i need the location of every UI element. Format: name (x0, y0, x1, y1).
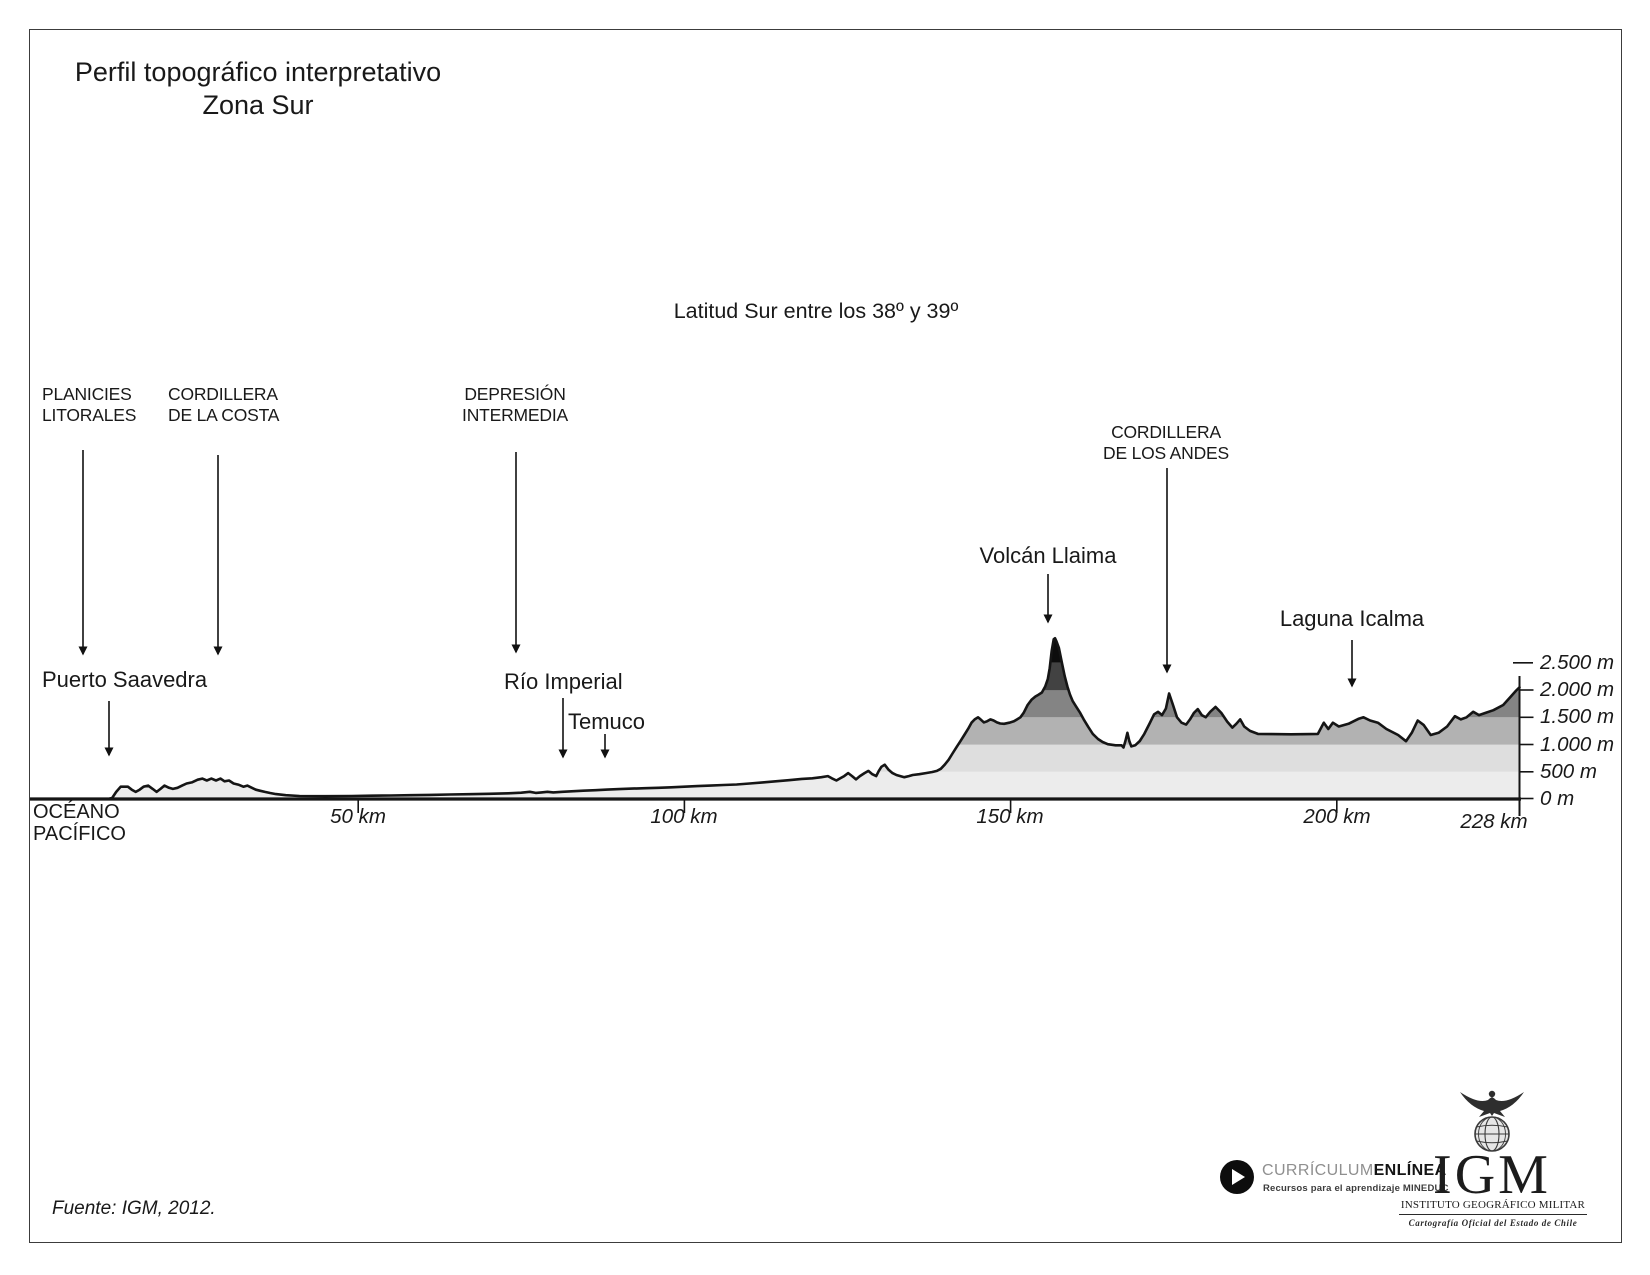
curriculum-logo-icon (1220, 1160, 1254, 1194)
x-tick-150km: 150 km (976, 805, 1044, 828)
y-tick-500m: 500 m (1540, 760, 1597, 783)
page-title-line1: Perfil topográfico interpretativo (74, 57, 442, 87)
elevation-band-1000-1500 (30, 717, 1520, 745)
x-tick-marks (357, 800, 1338, 813)
x-tick-50km: 50 km (330, 805, 386, 828)
elevation-band-2000-2500 (30, 662, 1520, 691)
label-depresion-intermedia: DEPRESIÓN INTERMEDIA (420, 384, 610, 425)
y-tick-2500m: 2.500 m (1540, 651, 1615, 674)
label-cordillera-andes: CORDILLERA DE LOS ANDES (1048, 422, 1284, 463)
play-icon (1232, 1169, 1245, 1185)
source-note: Fuente: IGM, 2012. (52, 1198, 216, 1219)
elevation-band-1500-2000 (30, 690, 1520, 718)
ocean-label-line2: PACÍFICO (33, 823, 126, 846)
label-rio-imperial: Río Imperial (504, 669, 623, 694)
terrain-profile-line (30, 636, 1521, 801)
elevation-band-2500-3000 (30, 638, 1520, 663)
y-tick-1000m: 1.000 m (1540, 733, 1615, 756)
elevation-bands (30, 638, 1520, 799)
outer-frame (29, 29, 1622, 1243)
y-tick-0m: 0 m (1540, 787, 1575, 810)
label-cordillera-costa-line1: CORDILLERA (168, 384, 278, 404)
page-title-line2: Zona Sur (202, 89, 314, 120)
label-cordillera-costa: CORDILLERA DE LA COSTA (168, 384, 279, 425)
x-tick-100km: 100 km (650, 805, 718, 828)
label-cordillera-andes-line2: DE LOS ANDES (1103, 442, 1229, 463)
label-laguna-icalma: Laguna Icalma (1279, 606, 1425, 631)
igm-acronym: IGM (1433, 1144, 1551, 1206)
label-planicies-line1: PLANICIES (42, 384, 132, 404)
ocean-label-line1: OCÉANO (33, 801, 120, 823)
label-planicies-litorales: PLANICIES LITORALES (42, 384, 136, 425)
igm-eagle-head (1488, 1090, 1496, 1098)
label-puerto-saavedra: Puerto Saavedra (42, 667, 208, 692)
label-depresion-line1: DEPRESIÓN (464, 384, 566, 404)
y-tick-marks (1513, 661, 1534, 800)
elevation-band-0-500 (30, 771, 1520, 799)
x-tick-228km: 228 km (1460, 810, 1528, 833)
curriculum-brand-regular: CURRÍCULUM (1262, 1162, 1374, 1179)
igm-tagline: Cartografía Oficial del Estado de Chile (1408, 1218, 1578, 1228)
curriculum-logo-text: CURRÍCULUMENLÍNEA (1262, 1162, 1447, 1180)
ocean-label: OCÉANO PACÍFICO (33, 801, 126, 846)
chart-subtitle: Latitud Sur entre los 38º y 39º (673, 299, 959, 323)
label-volcan-llaima: Volcán Llaima (979, 543, 1117, 568)
curriculum-tagline: Recursos para el aprendizaje MINEDUC (1263, 1183, 1449, 1194)
annotation-arrows (78, 450, 1357, 759)
label-temuco: Temuco (568, 709, 646, 734)
curriculum-brand-bold: ENLÍNEA (1373, 1162, 1447, 1179)
igm-name: INSTITUTO GEOGRÁFICO MILITAR (1399, 1199, 1587, 1215)
y-tick-2000m: 2.000 m (1540, 678, 1615, 701)
label-planicies-line2: LITORALES (42, 404, 137, 425)
x-tick-200km: 200 km (1303, 805, 1371, 828)
y-tick-1500m: 1.500 m (1540, 705, 1615, 728)
igm-emblem (1460, 1090, 1524, 1152)
label-cordillera-costa-line2: DE LA COSTA (168, 404, 280, 425)
label-depresion-line2: INTERMEDIA (462, 404, 568, 425)
elevation-band-500-1000 (30, 744, 1520, 772)
page-title: Perfil topográfico interpretativo Zona S… (62, 56, 454, 122)
igm-eagle-icon (1460, 1092, 1524, 1117)
label-cordillera-andes-line1: CORDILLERA (1111, 422, 1221, 442)
